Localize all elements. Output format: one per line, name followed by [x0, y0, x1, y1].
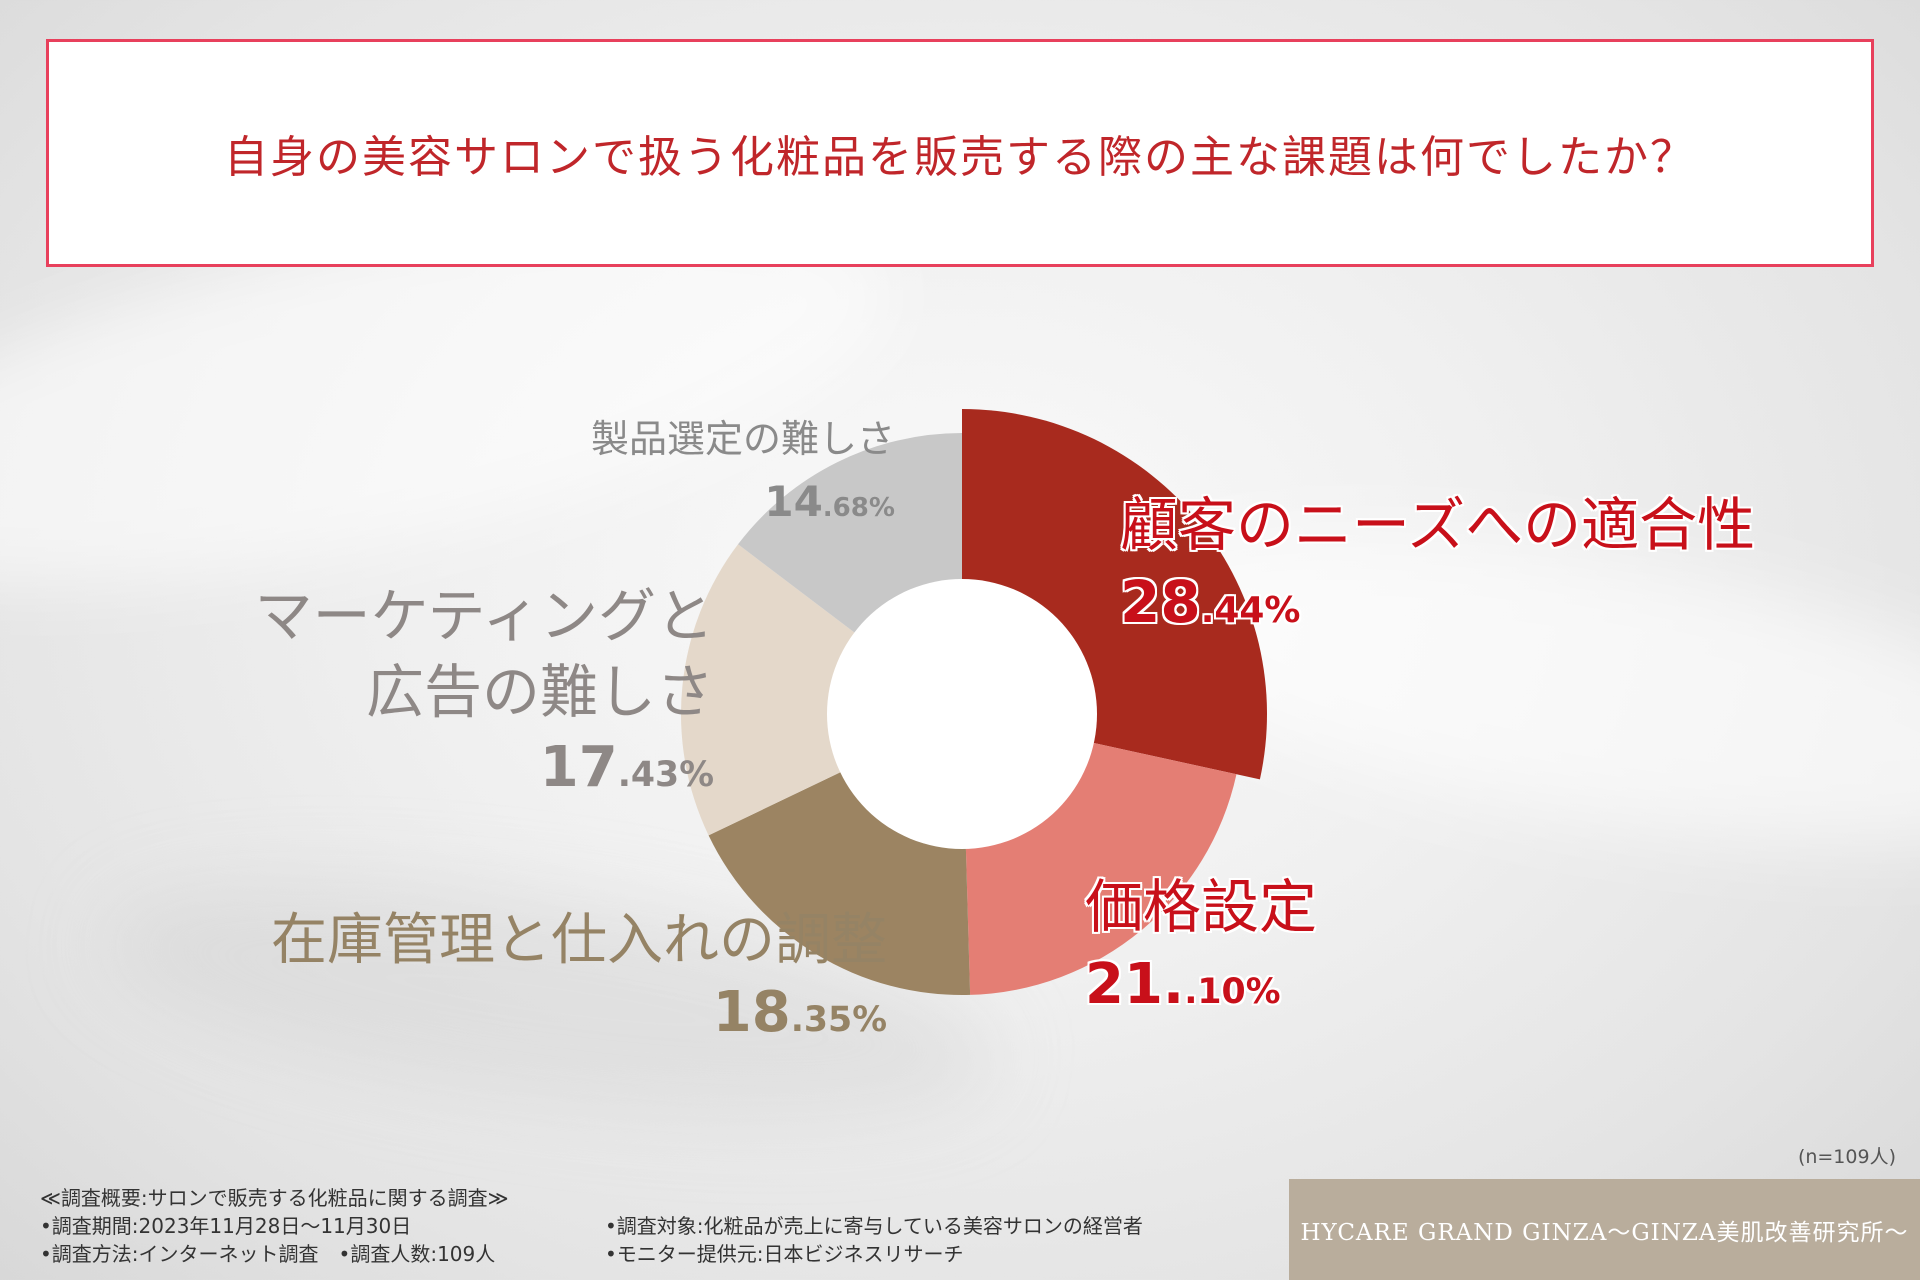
slice-label-line2: 広告の難しさ	[365, 658, 714, 726]
survey-notes-right: •調査対象:化粧品が売上に寄与している美容サロンの経営者 •モニター提供元:日本…	[605, 1212, 1143, 1268]
sample-size-note: (n=109人)	[1797, 1146, 1896, 1168]
survey-overview: ≪調査概要:サロンで販売する化粧品に関する調査≫	[40, 1186, 509, 1210]
survey-provider: •モニター提供元:日本ビジネスリサーチ	[605, 1242, 964, 1266]
title-box: 自身の美容サロンで扱う化粧品を販売する際の主な課題は何でしたか？	[46, 39, 1874, 267]
slice-label-line1: マーケティングと	[254, 582, 714, 650]
slice-percent: 18.35%	[712, 980, 887, 1045]
label-customer-needs: 顧客のニーズへの適合性 28.44%	[1120, 478, 1755, 636]
label-product-selection: 製品選定の難しさ 14.68%	[591, 408, 895, 526]
page-title: 自身の美容サロンで扱う化粧品を販売する際の主な課題は何でしたか？	[224, 132, 1696, 183]
survey-method: •調査方法:インターネット調査 •調査人数:109人	[40, 1242, 496, 1266]
slice-label: 顧客のニーズへの適合性	[1120, 491, 1756, 559]
label-inventory: 在庫管理と仕入れの調整 18.35%	[271, 895, 887, 1045]
label-pricing: 価格設定 21..10%	[1085, 860, 1317, 1017]
slice-percent: 28.44%	[1120, 568, 1301, 636]
label-marketing: マーケティングと 広告の難しさ 17.43%	[255, 578, 714, 813]
survey-notes: ≪調査概要:サロンで販売する化粧品に関する調査≫ •調査期間:2023年11月2…	[40, 1184, 509, 1268]
slice-percent: 21..10%	[1085, 952, 1281, 1017]
slice-percent: 14.68%	[764, 477, 895, 526]
slice-label: 価格設定	[1085, 873, 1318, 941]
slice-percent: 17.43%	[539, 735, 714, 800]
survey-period: •調査期間:2023年11月28日～11月30日	[40, 1214, 412, 1238]
brand-banner: HYCARE GRAND GINZA～GINZA美肌改善研究所～	[1289, 1179, 1920, 1280]
donut-hole	[827, 579, 1097, 849]
slice-label: 在庫管理と仕入れの調整	[271, 908, 887, 973]
slice-3	[681, 544, 962, 836]
survey-target: •調査対象:化粧品が売上に寄与している美容サロンの経営者	[605, 1214, 1143, 1238]
slice-label: 製品選定の難しさ	[590, 417, 895, 461]
